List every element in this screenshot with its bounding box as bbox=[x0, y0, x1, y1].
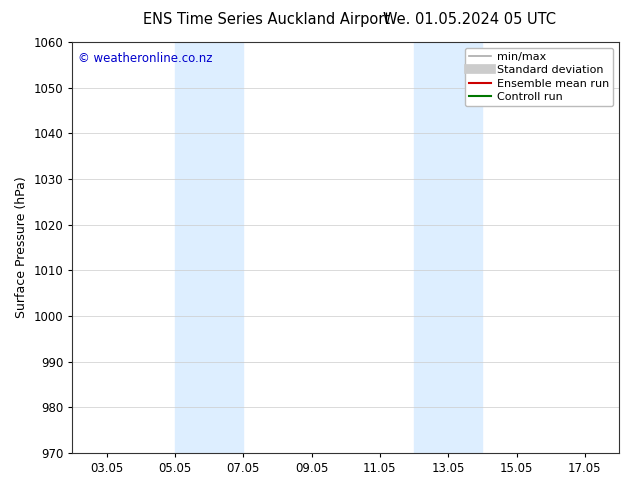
Text: We. 01.05.2024 05 UTC: We. 01.05.2024 05 UTC bbox=[383, 12, 555, 27]
Bar bbox=[175, 42, 243, 453]
Bar bbox=[414, 42, 482, 453]
Y-axis label: Surface Pressure (hPa): Surface Pressure (hPa) bbox=[15, 176, 28, 318]
Text: ENS Time Series Auckland Airport: ENS Time Series Auckland Airport bbox=[143, 12, 390, 27]
Legend: min/max, Standard deviation, Ensemble mean run, Controll run: min/max, Standard deviation, Ensemble me… bbox=[465, 48, 614, 106]
Text: © weatheronline.co.nz: © weatheronline.co.nz bbox=[78, 52, 212, 65]
